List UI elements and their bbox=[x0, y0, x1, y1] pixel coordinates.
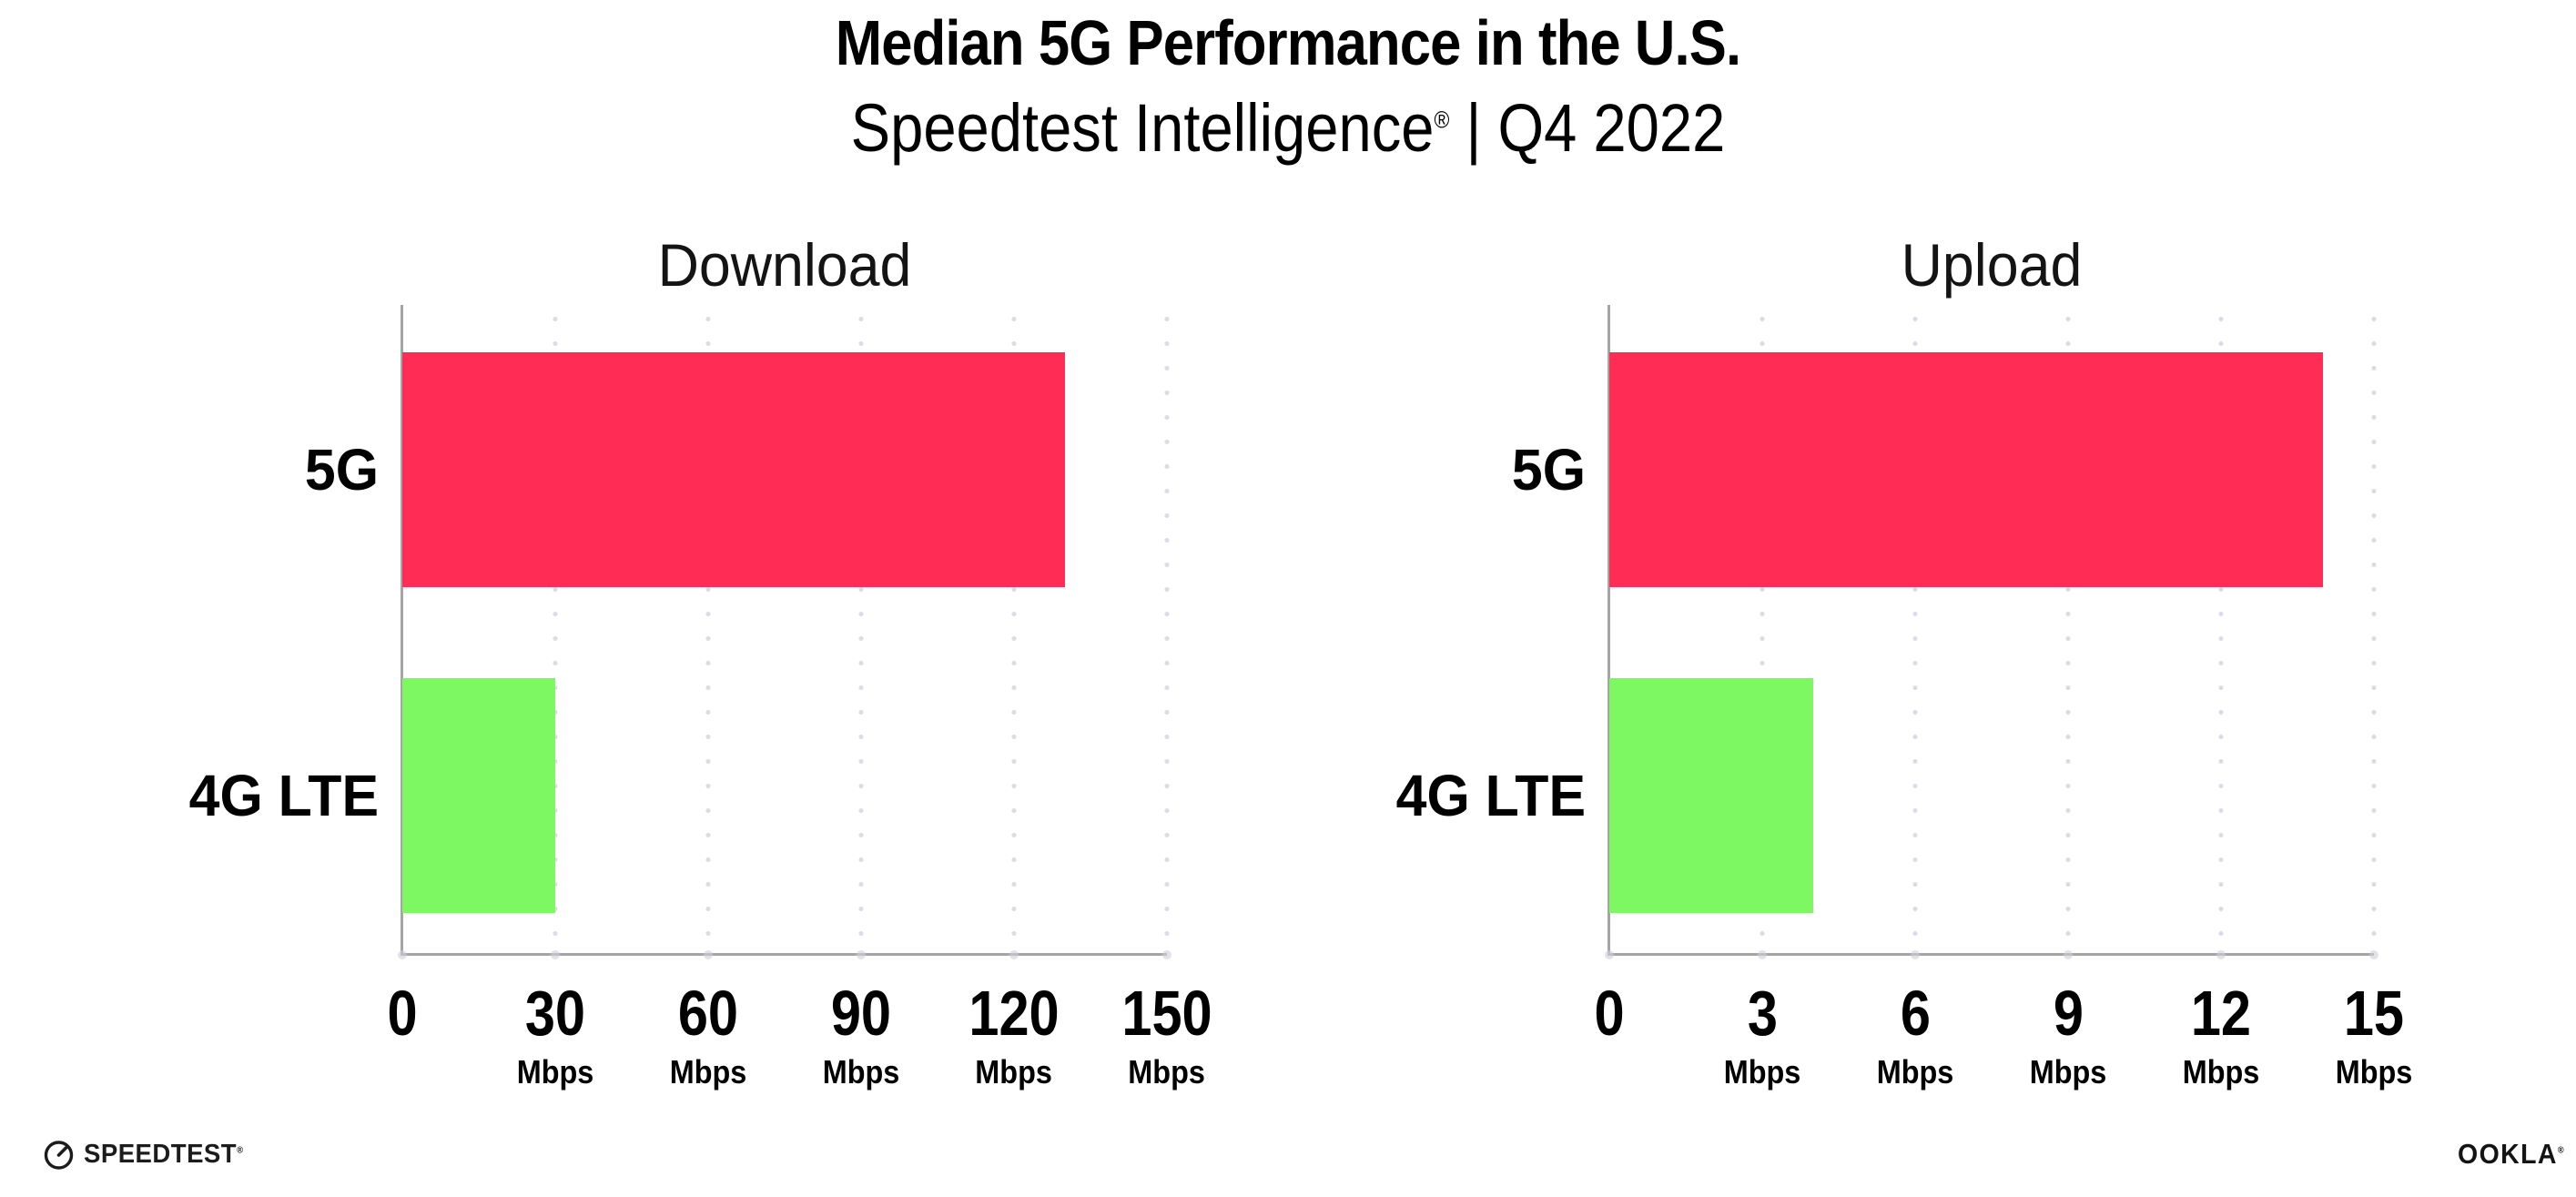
upload-category-labels: 5G 4G LTE bbox=[1240, 305, 1586, 954]
download-x-tick-labels: 0 30 Mbps 60 Mbps 90 Mbps 120 Mbps 150 Mbps bbox=[387, 981, 1212, 1109]
axis-tick-dot bbox=[2064, 950, 2073, 959]
x-tick-label: 15 Mbps bbox=[2331, 981, 2417, 1089]
subtitle-period: | Q4 2022 bbox=[1449, 90, 1726, 166]
upload-chart-panel: Upload 5G 4G LTE 0 3 Mbps 6 Mbps 9 Mbps 12 Mbps 15… bbox=[1396, 0, 2413, 1197]
category-label-5g: 5G bbox=[1511, 437, 1586, 502]
gridline bbox=[1760, 307, 1765, 954]
x-tick-value: 120 bbox=[969, 978, 1060, 1049]
gridline bbox=[1164, 307, 1170, 954]
axis-tick-dot bbox=[2369, 950, 2378, 959]
upload-y-axis bbox=[1607, 305, 1610, 955]
axis-tick-dot bbox=[1758, 950, 1767, 959]
gauge-icon bbox=[44, 1140, 74, 1170]
x-tick-label: 12 Mbps bbox=[2178, 981, 2264, 1089]
x-tick-value: 30 bbox=[524, 978, 586, 1049]
category-label-4g-lte: 4G LTE bbox=[1395, 763, 1586, 828]
download-chart-panel: Download 5G 4G LTE 0 30 Mbps 60 Mbps 90 Mbps 120… bbox=[189, 0, 1212, 1197]
upload-x-tick-labels: 0 3 Mbps 6 Mbps 9 Mbps 12 Mbps 15 Mbps bbox=[1594, 981, 2412, 1109]
bar-5g bbox=[402, 352, 1065, 587]
download-category-labels: 5G 4G LTE bbox=[33, 305, 379, 954]
x-tick-unit: Mbps bbox=[975, 1053, 1053, 1090]
x-tick-value: 150 bbox=[1121, 978, 1212, 1049]
speedtest-registered-mark: ® bbox=[237, 1144, 244, 1155]
gridline bbox=[2218, 307, 2224, 954]
category-label-4g-lte: 4G LTE bbox=[188, 763, 379, 828]
x-tick-value: 12 bbox=[2190, 978, 2252, 1049]
x-tick-value: 9 bbox=[2053, 978, 2084, 1049]
axis-tick-dot bbox=[398, 950, 407, 959]
gridline bbox=[2371, 307, 2377, 954]
axis-tick-dot bbox=[2216, 950, 2226, 959]
bar-4g-lte bbox=[402, 678, 555, 913]
ookla-label: OOKLA bbox=[2458, 1138, 2558, 1170]
download-y-axis bbox=[401, 305, 403, 955]
gridline bbox=[1912, 307, 1918, 954]
x-tick-unit: Mbps bbox=[822, 1053, 900, 1090]
upload-x-axis bbox=[1607, 953, 2374, 956]
page-subtitle: Speedtest Intelligence® | Q4 2022 bbox=[155, 95, 2421, 162]
x-tick-label: 9 Mbps bbox=[2025, 981, 2111, 1089]
axis-tick-dot bbox=[551, 950, 560, 959]
bar-5g bbox=[1609, 352, 2323, 587]
panel-title-download: Download bbox=[657, 231, 912, 299]
registered-mark: ® bbox=[1434, 106, 1450, 134]
x-tick-value: 15 bbox=[2343, 978, 2405, 1049]
axis-tick-dot bbox=[1162, 950, 1171, 959]
gridline bbox=[553, 307, 558, 954]
x-tick-unit: Mbps bbox=[2029, 1053, 2107, 1090]
x-tick-label: 6 Mbps bbox=[1872, 981, 1958, 1089]
axis-tick-dot bbox=[1009, 950, 1019, 959]
x-tick-value: 6 bbox=[1900, 978, 1931, 1049]
gridline bbox=[705, 307, 711, 954]
x-tick-unit: Mbps bbox=[1128, 1053, 1206, 1090]
x-tick-unit: Mbps bbox=[2335, 1053, 2413, 1090]
speedtest-logo: SPEEDTEST® bbox=[42, 1136, 252, 1172]
x-tick-unit: Mbps bbox=[1876, 1053, 1954, 1090]
x-tick-label: 0 bbox=[1592, 981, 1628, 1045]
bar-4g-lte bbox=[1609, 678, 1813, 913]
x-tick-label: 0 bbox=[385, 981, 421, 1045]
x-tick-value: 60 bbox=[677, 978, 739, 1049]
panel-title-upload: Upload bbox=[1901, 231, 2083, 299]
gridline bbox=[858, 307, 864, 954]
upload-plot-area bbox=[1605, 305, 2378, 959]
axis-tick-dot bbox=[1911, 950, 1920, 959]
x-tick-label: 60 Mbps bbox=[665, 981, 751, 1089]
x-tick-value: 3 bbox=[1747, 978, 1778, 1049]
x-tick-unit: Mbps bbox=[2182, 1053, 2260, 1090]
axis-tick-dot bbox=[857, 950, 866, 959]
x-tick-unit: Mbps bbox=[1723, 1053, 1801, 1090]
ookla-logo: OOKLA® bbox=[2458, 1140, 2565, 1168]
x-tick-value: 0 bbox=[387, 978, 418, 1049]
subtitle-brand: Speedtest Intelligence bbox=[850, 90, 1435, 166]
x-tick-label: 120 Mbps bbox=[961, 981, 1068, 1089]
axis-tick-dot bbox=[1605, 950, 1614, 959]
x-tick-value: 90 bbox=[830, 978, 892, 1049]
page-title: Median 5G Performance in the U.S. bbox=[835, 7, 1741, 78]
gridline bbox=[2065, 307, 2071, 954]
x-tick-label: 3 Mbps bbox=[1719, 981, 1805, 1089]
download-x-axis bbox=[401, 953, 1167, 956]
x-tick-unit: Mbps bbox=[669, 1053, 747, 1090]
x-tick-value: 0 bbox=[1594, 978, 1625, 1049]
x-tick-label: 30 Mbps bbox=[512, 981, 598, 1089]
category-label-5g: 5G bbox=[304, 437, 379, 502]
gridline bbox=[1011, 307, 1017, 954]
x-tick-label: 90 Mbps bbox=[818, 981, 904, 1089]
ookla-registered-mark: ® bbox=[2557, 1145, 2566, 1156]
x-tick-label: 150 Mbps bbox=[1114, 981, 1221, 1089]
speedtest-label: SPEEDTEST bbox=[84, 1139, 238, 1169]
speedtest-wordmark: SPEEDTEST® bbox=[84, 1141, 244, 1168]
axis-tick-dot bbox=[704, 950, 713, 959]
download-plot-area bbox=[398, 305, 1171, 959]
x-tick-unit: Mbps bbox=[516, 1053, 594, 1090]
